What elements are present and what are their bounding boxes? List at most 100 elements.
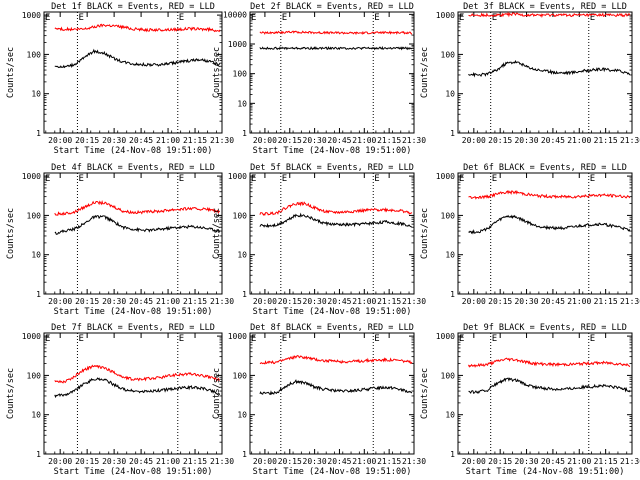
x-tick-label: 20:15 — [278, 457, 302, 466]
x-tick-label: 21:00 — [567, 136, 591, 145]
y-tick-label: 1000 — [22, 332, 41, 341]
plot-frame — [457, 332, 633, 455]
event-marker-label: E — [459, 174, 464, 184]
series-events-line — [468, 214, 631, 235]
x-tick-label: 21:30 — [402, 297, 426, 306]
y-tick-label: 1000 — [22, 172, 41, 181]
x-tick-label: 21:00 — [567, 457, 591, 466]
event-marker-label: E — [179, 334, 184, 344]
x-tick-label: 21:00 — [156, 297, 180, 306]
x-axis-label: Start Time (24-Nov-08 19:51:00) — [253, 467, 412, 477]
x-tick-label: 21:15 — [594, 136, 618, 145]
y-tick-label: 1 — [242, 450, 247, 459]
x-tick-label: 20:30 — [303, 457, 327, 466]
series-events-line — [468, 377, 631, 395]
x-tick-label: 21:15 — [377, 136, 401, 145]
x-tick-label: 20:00 — [462, 297, 486, 306]
series-events-line — [468, 59, 631, 78]
x-tick-label: 21:30 — [402, 136, 426, 145]
series-lld-line — [259, 201, 413, 217]
y-axis-label: Counts/sec — [6, 208, 16, 259]
x-tick-label: 20:15 — [488, 297, 512, 306]
event-marker-label: E — [251, 13, 256, 23]
panel-title: Det 4f BLACK = Events, RED = LLD — [51, 163, 215, 173]
y-tick-label: 100 — [233, 70, 248, 79]
series-events-line — [259, 212, 413, 229]
event-marker-label: E — [590, 334, 595, 344]
y-tick-label: 1000 — [436, 11, 455, 20]
series-events-line — [54, 214, 221, 235]
x-tick-label: 20:30 — [514, 457, 538, 466]
x-tick-label: 20:00 — [253, 297, 277, 306]
x-tick-label: 21:15 — [183, 136, 207, 145]
x-tick-label: 21:30 — [210, 136, 234, 145]
x-tick-label: 20:30 — [102, 136, 126, 145]
plot-frame — [43, 11, 223, 134]
y-tick-label: 100 — [27, 211, 42, 220]
panel-title: Det 6f BLACK = Events, RED = LLD — [463, 163, 627, 173]
x-tick-label: 20:45 — [541, 297, 565, 306]
event-marker-label: E — [492, 174, 497, 184]
x-tick-label: 21:15 — [594, 457, 618, 466]
x-tick-label: 21:15 — [377, 297, 401, 306]
x-tick-label: 20:15 — [488, 457, 512, 466]
x-tick-label: 20:30 — [514, 297, 538, 306]
x-tick-label: 21:15 — [377, 457, 401, 466]
y-axis-label: Counts/sec — [420, 208, 430, 259]
plot-frame — [43, 172, 223, 295]
x-tick-label: 20:00 — [253, 136, 277, 145]
event-marker-label: E — [459, 334, 464, 344]
x-tick-label: 20:15 — [75, 457, 99, 466]
x-tick-label: 20:45 — [129, 457, 153, 466]
panel-title: Det 9f BLACK = Events, RED = LLD — [463, 323, 627, 333]
x-tick-label: 20:45 — [541, 136, 565, 145]
x-axis-label: Start Time (24-Nov-08 19:51:00) — [54, 307, 213, 317]
event-marker-label: E — [45, 334, 50, 344]
event-marker-label: E — [45, 13, 50, 23]
x-tick-label: 21:00 — [352, 297, 376, 306]
y-tick-label: 100 — [441, 50, 456, 59]
event-marker-label: E — [45, 174, 50, 184]
event-marker-label: E — [590, 13, 595, 23]
y-tick-label: 10 — [445, 90, 455, 99]
series-lld-line — [468, 11, 631, 19]
y-tick-label: 10 — [31, 251, 41, 260]
x-tick-label: 21:15 — [183, 297, 207, 306]
event-marker-label: E — [590, 174, 595, 184]
y-axis-label: Counts/sec — [420, 47, 430, 98]
series-lld-line — [468, 357, 631, 368]
x-tick-label: 20:15 — [278, 297, 302, 306]
x-tick-label: 20:45 — [541, 457, 565, 466]
series-lld-line — [54, 364, 220, 384]
x-tick-label: 20:15 — [75, 297, 99, 306]
y-tick-label: 1000 — [436, 332, 455, 341]
y-tick-label: 100 — [27, 50, 42, 59]
x-tick-label: 20:30 — [303, 297, 327, 306]
plot-frame — [457, 172, 633, 295]
y-tick-label: 1000 — [228, 172, 247, 181]
event-marker-label: E — [374, 334, 379, 344]
y-tick-label: 1000 — [22, 11, 41, 20]
x-tick-label: 20:45 — [327, 297, 351, 306]
panel-det-9: Det 9f BLACK = Events, RED = LLD 1 10 100 10… — [420, 323, 640, 477]
event-marker-label: E — [78, 174, 83, 184]
panel-det-4: Det 4f BLACK = Events, RED = LLD 1 10 100 10… — [6, 163, 234, 317]
event-marker-label: E — [282, 334, 287, 344]
event-marker-label: E — [374, 174, 379, 184]
panel-det-6: Det 6f BLACK = Events, RED = LLD 1 10 100 10… — [420, 163, 640, 306]
event-marker-label: E — [78, 13, 83, 23]
panel-det-2: Det 2f BLACK = Events, RED = LLD 1 10 100 10… — [212, 2, 426, 156]
y-tick-label: 100 — [441, 371, 456, 380]
y-axis-label: Counts/sec — [6, 47, 16, 98]
panel-det-7: Det 7f BLACK = Events, RED = LLD 1 10 100 10… — [6, 323, 234, 477]
y-tick-label: 1000 — [228, 332, 247, 341]
x-axis-label: Start Time (24-Nov-08 19:51:00) — [253, 307, 412, 317]
y-tick-label: 100 — [441, 211, 456, 220]
y-tick-label: 10 — [445, 411, 455, 420]
y-tick-label: 100 — [233, 211, 248, 220]
y-tick-label: 1 — [450, 450, 455, 459]
x-tick-label: 20:30 — [102, 297, 126, 306]
x-tick-label: 20:30 — [514, 136, 538, 145]
event-marker-label: E — [492, 334, 497, 344]
